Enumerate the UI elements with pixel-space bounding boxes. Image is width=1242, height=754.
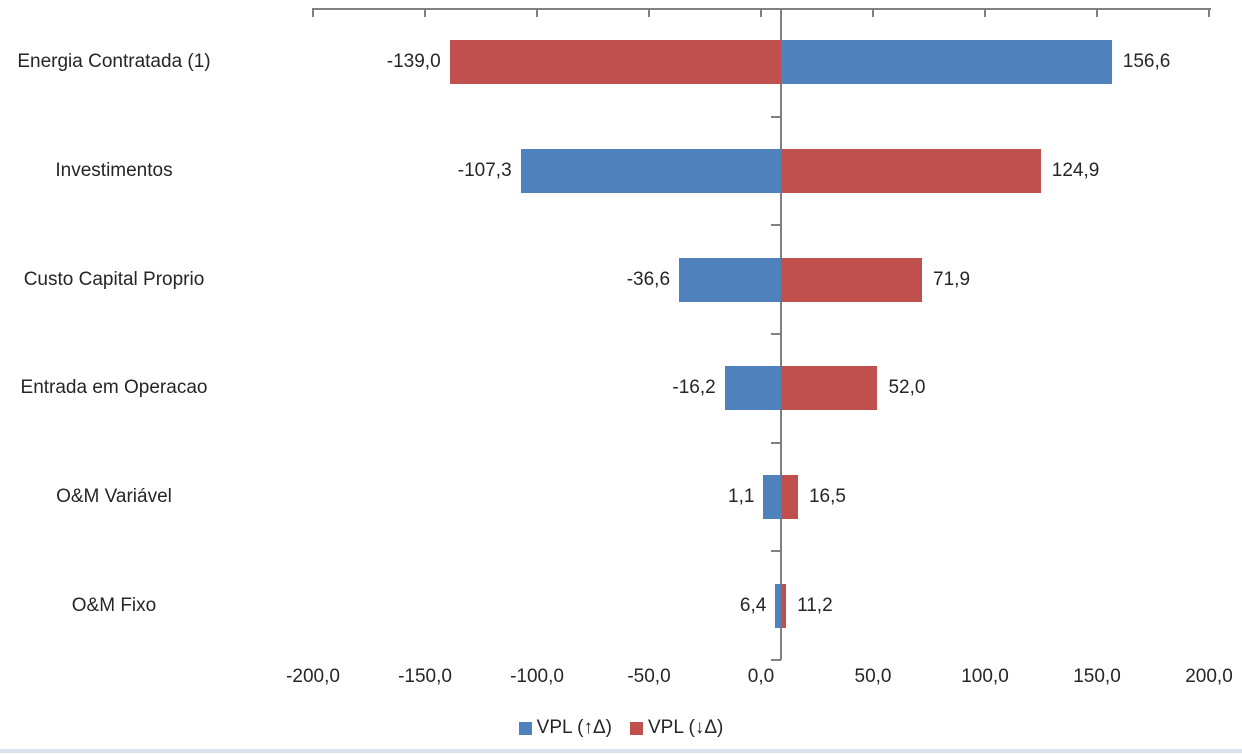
value-label: 71,9 (933, 268, 971, 290)
top-axis-line (313, 8, 1211, 10)
value-label: -36,6 (626, 268, 671, 290)
category-label: Entrada em Operacao (20, 377, 208, 399)
category-label: Investimentos (55, 160, 173, 181)
bar-vpl-down (780, 475, 798, 519)
category-label: Energia Contratada (1) (17, 51, 211, 73)
top-axis-tick (424, 8, 426, 17)
legend-label-vpl-up: VPL (↑Δ) (536, 717, 612, 738)
bar-vpl-down (780, 583, 787, 628)
category-axis-tick (771, 333, 781, 335)
value-label: 52,0 (888, 377, 926, 399)
bar-vpl-up (780, 40, 1112, 85)
legend: VPL (↑Δ) VPL (↓Δ) (0, 717, 1242, 739)
x-axis-tick-label: 50,0 (854, 666, 892, 687)
top-axis-tick (1096, 8, 1098, 17)
x-axis-tick-label: -50,0 (627, 666, 671, 687)
category-label: O&M Variável (56, 486, 172, 507)
bar-vpl-down (780, 257, 923, 302)
legend-item-vpl-down: VPL (↓Δ) (630, 717, 723, 739)
x-axis-tick-label: 0,0 (747, 666, 775, 687)
legend-swatch-vpl-up-icon (518, 721, 532, 735)
top-axis-tick (1208, 8, 1210, 17)
category-axis-tick (771, 115, 781, 118)
legend-label-vpl-down: VPL (↓Δ) (648, 717, 724, 738)
value-label: 16,5 (808, 486, 846, 507)
category-axis-tick (771, 550, 781, 553)
x-axis-tick-label: 150,0 (1073, 666, 1121, 687)
bar-vpl-up (775, 583, 781, 628)
category-axis-tick (771, 659, 781, 661)
top-axis-tick (536, 8, 538, 17)
value-label: -16,2 (672, 377, 716, 399)
legend-swatch-vpl-down-icon (630, 721, 643, 735)
bar-vpl-up (763, 475, 781, 519)
value-label: 11,2 (797, 594, 833, 616)
legend-item-vpl-up: VPL (↑Δ) (518, 717, 612, 739)
category-axis-tick (771, 441, 781, 444)
category-axis-tick (771, 224, 781, 227)
value-label: 1,1 (728, 486, 755, 507)
page-bottom-edge (0, 749, 1242, 753)
value-label: 124,9 (1051, 160, 1100, 181)
value-label: 156,6 (1122, 51, 1171, 73)
x-axis-tick-label: 200,0 (1185, 666, 1233, 687)
bar-vpl-up (679, 257, 781, 302)
top-axis-tick (648, 8, 650, 17)
value-label: 6,4 (739, 594, 767, 616)
value-label: -139,0 (386, 51, 441, 73)
bar-vpl-down (780, 149, 1041, 193)
bar-vpl-down (449, 40, 781, 85)
bar-vpl-down (780, 366, 878, 411)
x-axis-tick-label: 100,0 (961, 666, 1009, 687)
category-axis-line (780, 8, 782, 660)
value-label: -107,3 (457, 160, 512, 181)
x-axis-tick-label: -150,0 (398, 666, 452, 687)
top-axis-tick (312, 8, 314, 17)
category-label: Custo Capital Proprio (23, 268, 205, 290)
top-axis-tick (760, 8, 762, 17)
top-axis-tick (872, 8, 874, 17)
x-axis-tick-label: -200,0 (286, 666, 340, 687)
bar-vpl-up (520, 149, 781, 193)
x-axis-tick-label: -100,0 (510, 666, 564, 687)
bar-vpl-up (724, 366, 781, 411)
top-axis-tick (984, 8, 986, 17)
category-label: O&M Fixo (71, 594, 157, 616)
